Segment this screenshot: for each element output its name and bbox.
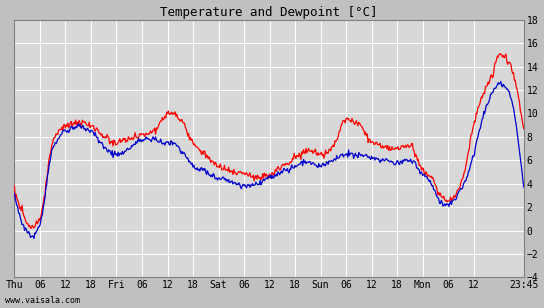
Text: www.vaisala.com: www.vaisala.com	[5, 296, 81, 305]
Title: Temperature and Dewpoint [°C]: Temperature and Dewpoint [°C]	[160, 6, 378, 18]
